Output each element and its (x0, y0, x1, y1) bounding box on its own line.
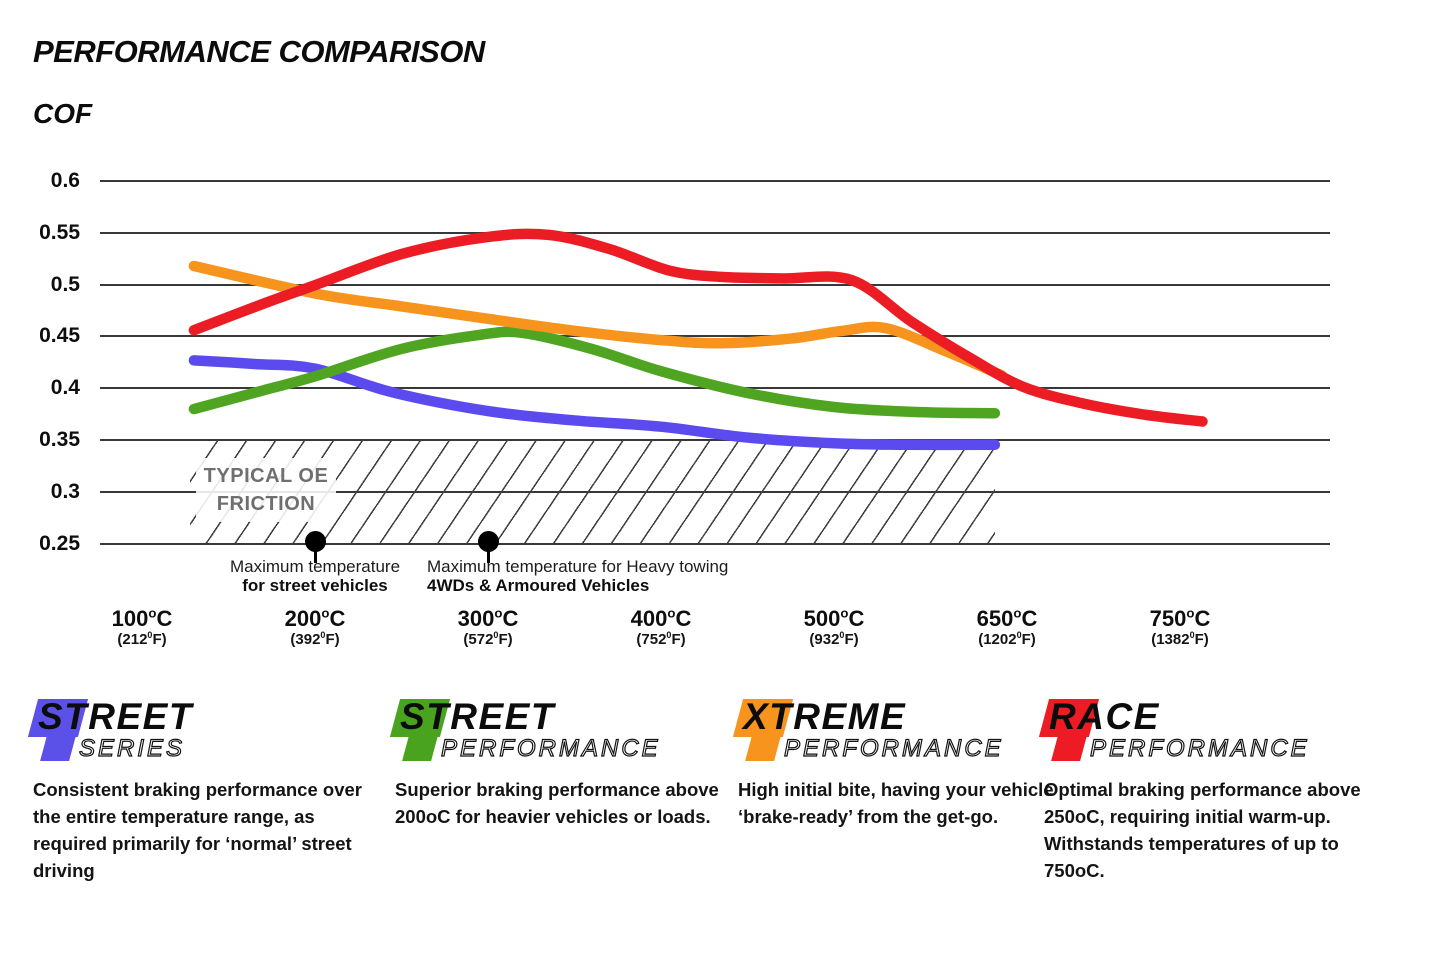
gridline-0.5 (100, 283, 1330, 286)
brand-logo: STREET PERFORMANCE (389, 696, 733, 768)
gridline-0.25 (100, 542, 1330, 545)
gridline-0.6 (100, 180, 1330, 182)
y-tick-label: 0.5 (50, 272, 80, 296)
x-tick-fahrenheit: (5720F) (463, 630, 513, 649)
logo-word2: PERFORMANCE (783, 734, 1004, 762)
y-tick-label: 0.35 (39, 428, 80, 452)
max-temp-marker-label: Maximum temperature for Heavy towing 4WDs… (427, 556, 729, 596)
max-temp-marker-stem (313, 550, 317, 563)
max-temp-marker-label: Maximum temperature for street vehicles (229, 556, 401, 596)
brand-logo: XTREME PERFORMANCE (732, 696, 1076, 768)
curve-street-performance (188, 326, 1001, 419)
logo-word1: XTREME (743, 696, 907, 737)
gridline-0.45 (100, 335, 1330, 338)
logo-word1: STREET (400, 696, 555, 737)
legend-race-performance: RACE PERFORMANCE Optimal braking performan… (1038, 696, 1382, 884)
x-tick-celsius: 750oC (1149, 605, 1211, 631)
x-tick-fahrenheit: (9320F) (809, 630, 859, 649)
logo-word2: PERFORMANCE (1089, 734, 1310, 762)
curve-xtreme-performance (188, 260, 1008, 381)
legend-street-performance: STREET PERFORMANCE Superior braking perfor… (389, 696, 733, 830)
x-tick-celsius: 300oC (457, 605, 519, 631)
gridline-0.55 (100, 231, 1330, 234)
legend-street-series: STREET SERIES Consistent braking performan… (27, 696, 371, 884)
x-tick-fahrenheit: (7520F) (636, 630, 686, 649)
x-tick-fahrenheit: (13820F) (1151, 630, 1209, 649)
y-tick-label: 0.25 (39, 531, 80, 555)
y-tick-label: 0.55 (39, 220, 80, 244)
legend-description: Superior braking performance above 200oC… (395, 779, 719, 827)
max-temp-marker-dot (304, 531, 326, 553)
x-tick-fahrenheit: (2120F) (117, 630, 167, 649)
x-tick-celsius: 500oC (803, 605, 865, 631)
x-tick-celsius: 200oC (284, 605, 346, 631)
legend-description: High initial bite, having your vehicle ‘… (738, 779, 1054, 827)
brand-logo: RACE PERFORMANCE (1038, 696, 1382, 768)
x-tick-celsius: 100oC (111, 605, 173, 631)
brand-logo: STREET SERIES (27, 696, 371, 768)
logo-word2: PERFORMANCE (440, 734, 661, 762)
y-tick-label: 0.45 (39, 324, 80, 348)
x-tick-celsius: 650oC (976, 605, 1038, 631)
x-tick-fahrenheit: (12020F) (978, 630, 1036, 649)
legend-description: Consistent braking performance over the … (33, 779, 362, 881)
curve-street-series (188, 355, 1001, 451)
max-temp-marker-dot (477, 531, 499, 553)
y-tick-label: 0.3 (50, 479, 80, 503)
max-temp-marker-stem (486, 550, 490, 563)
page-title: PERFORMANCE COMPARISON (33, 34, 485, 69)
y-tick-label: 0.6 (50, 169, 80, 192)
oe-friction-label: TYPICAL OE FRICTION (196, 458, 336, 522)
logo-word1: STREET (38, 696, 193, 737)
logo-word1: RACE (1049, 696, 1160, 737)
legend-xtreme-performance: XTREME PERFORMANCE High initial bite, havi… (732, 696, 1076, 830)
legend-description: Optimal braking performance above 250oC,… (1044, 779, 1361, 881)
x-tick-celsius: 400oC (630, 605, 692, 631)
x-tick-fahrenheit: (3920F) (290, 630, 340, 649)
y-axis-title: COF (33, 98, 93, 129)
curve-race-performance (188, 228, 1208, 427)
y-tick-label: 0.4 (50, 376, 80, 400)
logo-word2: SERIES (78, 734, 186, 762)
